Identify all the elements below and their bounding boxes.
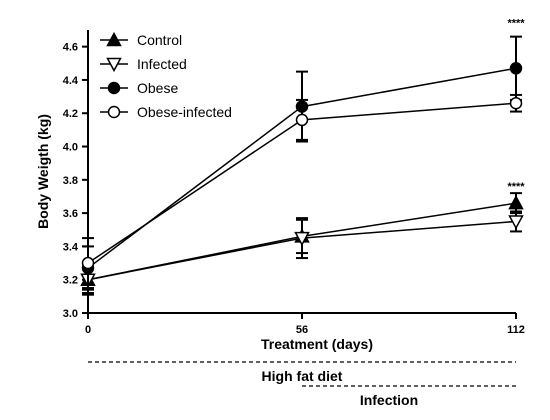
series-layer <box>80 35 524 296</box>
phase-infection: Infection <box>302 385 516 408</box>
legend-label: Control <box>137 32 182 48</box>
y-tick-label: 3.8 <box>63 175 78 187</box>
y-tick-label: 4.6 <box>63 42 78 54</box>
legend-label: Obese-infected <box>137 104 232 120</box>
x-ticks: 0 56 112 <box>85 313 525 336</box>
phase-high-fat-diet: High fat diet <box>88 361 516 384</box>
data-point-obese-infected <box>509 96 523 110</box>
y-tick-label: 3.2 <box>63 275 78 287</box>
data-point-infected <box>508 215 524 230</box>
significance-marker: **** <box>507 181 525 193</box>
legend-label: Obese <box>137 80 178 96</box>
significance-marker: **** <box>507 18 525 30</box>
phase-label: High fat diet <box>262 368 343 384</box>
treatment-phases: High fat diet Infection <box>88 361 516 408</box>
legend: Control Infected Obese Obese-infected <box>100 31 232 120</box>
y-tick-label: 4.2 <box>63 108 78 120</box>
legend-marker-obese-infected <box>107 105 121 119</box>
y-tick-label: 4.4 <box>63 75 79 87</box>
legend-item-control: Control <box>100 31 182 48</box>
legend-marker-obese <box>107 81 121 95</box>
x-tick-label: 56 <box>296 324 308 336</box>
y-tick-label: 4.0 <box>63 142 78 154</box>
x-tick-label: 112 <box>507 324 525 336</box>
data-point-obese-infected <box>81 256 95 270</box>
legend-item-obese-infected: Obese-infected <box>100 104 232 120</box>
legend-item-obese: Obese <box>100 80 178 96</box>
series-obese-infected <box>81 93 523 290</box>
annotations: **** **** <box>507 18 525 193</box>
phase-label: Infection <box>360 392 418 408</box>
y-tick-label: 3.4 <box>63 241 79 253</box>
data-point-infected <box>294 231 310 247</box>
data-point-obese-infected <box>295 113 309 127</box>
legend-item-infected: Infected <box>100 56 187 73</box>
y-tick-label: 3.6 <box>63 208 78 220</box>
legend-marker-infected <box>106 57 122 73</box>
y-axis-title: Body Weigth (kg) <box>35 114 51 229</box>
data-point-control <box>508 195 524 210</box>
legend-label: Infected <box>137 56 187 72</box>
y-tick-label: 3.0 <box>63 308 78 320</box>
data-point-obese <box>509 62 523 75</box>
x-tick-label: 0 <box>85 324 91 336</box>
x-axis-title: Treatment (days) <box>261 336 373 352</box>
legend-marker-control <box>106 31 122 47</box>
